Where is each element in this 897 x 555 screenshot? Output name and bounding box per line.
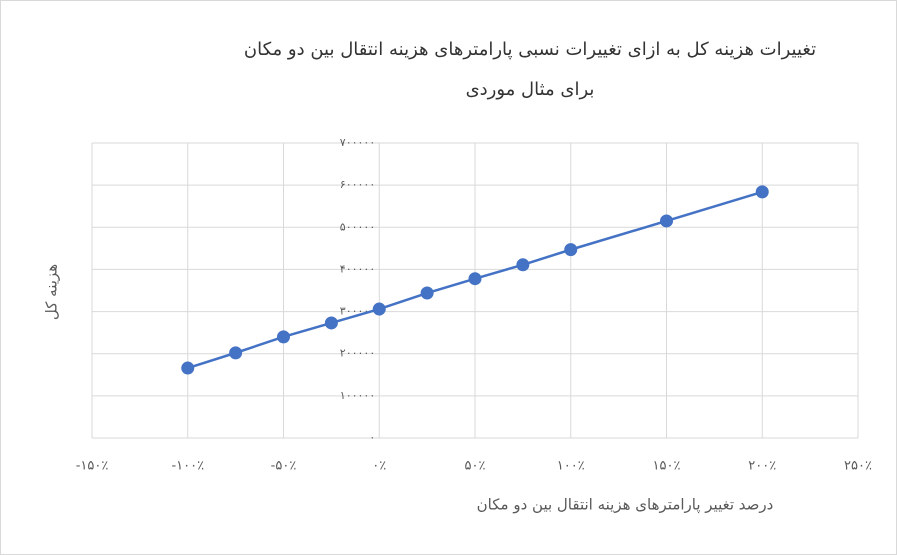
- x-tick-label: -۵۰٪: [271, 459, 297, 474]
- data-point: [516, 258, 530, 272]
- y-axis-label: هزینه کل: [43, 264, 61, 320]
- y-tick-label: ۱۰۰۰۰۰: [340, 389, 375, 402]
- data-point: [277, 330, 290, 344]
- data-point: [181, 361, 195, 375]
- x-tick-label: ۲۰۰٪: [748, 459, 776, 474]
- chart-title: تغییرات هزینه کل به ازای تغییرات نسبی پا…: [243, 39, 817, 100]
- x-tick-label: -۱۵۰٪: [76, 459, 109, 474]
- y-tick-label: ۷۰۰۰۰۰: [340, 136, 375, 149]
- data-point: [660, 214, 673, 228]
- data-point: [468, 272, 482, 286]
- data-point: [372, 302, 386, 316]
- y-tick-label: ۴۰۰۰۰۰: [340, 262, 375, 275]
- y-tick-label: ۵۰۰۰۰۰: [340, 220, 375, 233]
- x-tick-label: -۱۰۰٪: [171, 459, 204, 474]
- data-point: [420, 286, 434, 300]
- data-point: [755, 185, 769, 199]
- y-tick-label: ۰: [369, 431, 375, 444]
- data-point: [564, 243, 578, 257]
- x-tick-label: ۵۰٪: [465, 459, 486, 474]
- y-tick-label: ۶۰۰۰۰۰: [340, 178, 375, 191]
- x-axis-label: درصد تغییر پارامترهای هزینه انتقال بین د…: [477, 496, 774, 515]
- x-tick-label: ۱۵۰٪: [653, 459, 681, 474]
- x-tick-label: ۲۵۰٪: [844, 459, 872, 474]
- data-point: [229, 346, 243, 360]
- x-tick-label: ۱۰۰٪: [557, 459, 585, 474]
- data-point: [324, 316, 338, 330]
- y-tick-label: ۳۰۰۰۰۰: [340, 305, 375, 318]
- y-tick-label: ۲۰۰۰۰۰: [340, 347, 375, 360]
- x-tick-label: ۰٪: [372, 459, 386, 474]
